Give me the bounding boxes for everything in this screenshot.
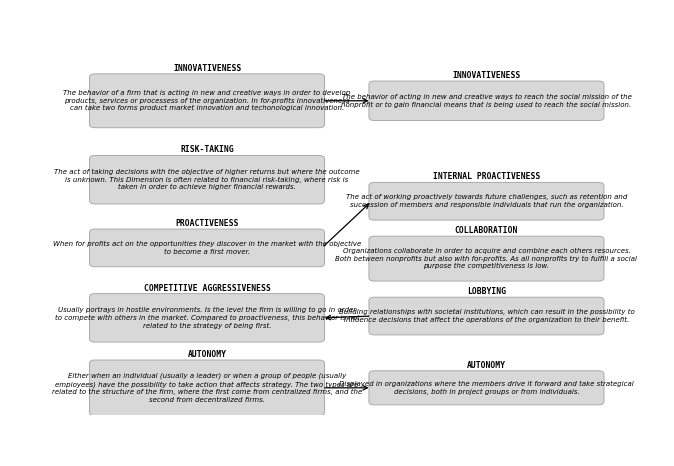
FancyBboxPatch shape	[90, 360, 325, 416]
Text: INNOVATIVENESS: INNOVATIVENESS	[173, 64, 241, 73]
FancyBboxPatch shape	[90, 74, 325, 128]
FancyBboxPatch shape	[90, 229, 325, 267]
FancyBboxPatch shape	[90, 156, 325, 204]
Text: AUTONOMY: AUTONOMY	[187, 350, 226, 359]
Text: Either when an individual (usually a leader) or when a group of people (usually
: Either when an individual (usually a lea…	[52, 373, 362, 403]
FancyBboxPatch shape	[90, 294, 325, 342]
FancyBboxPatch shape	[369, 236, 604, 281]
Text: PROACTIVENESS: PROACTIVENESS	[175, 219, 239, 228]
Text: The act of working proactively towards future challenges, such as retention and
: The act of working proactively towards f…	[346, 194, 627, 208]
Text: INNOVATIVENESS: INNOVATIVENESS	[452, 71, 520, 80]
Text: Building relationships with societal institutions, which can result in the possi: Building relationships with societal ins…	[338, 309, 634, 323]
FancyBboxPatch shape	[369, 182, 604, 220]
Text: COMPETITIVE AGGRESSIVENESS: COMPETITIVE AGGRESSIVENESS	[144, 284, 270, 293]
Text: INTERNAL PROACTIVENESS: INTERNAL PROACTIVENESS	[433, 172, 540, 181]
Text: COLLABORATION: COLLABORATION	[455, 226, 518, 235]
Text: The behavior of a firm that is acting in new and creative ways in order to devel: The behavior of a firm that is acting in…	[63, 90, 350, 111]
Text: The behavior of acting in new and creative ways to reach the social mission of t: The behavior of acting in new and creati…	[341, 94, 632, 108]
FancyBboxPatch shape	[369, 297, 604, 335]
FancyBboxPatch shape	[369, 81, 604, 121]
Text: The act of taking decisions with the objective of higher returns but where the o: The act of taking decisions with the obj…	[54, 169, 360, 191]
Text: Organizations collaborate in order to acquire and combine each others resources.: Organizations collaborate in order to ac…	[336, 248, 638, 269]
Text: RISK-TAKING: RISK-TAKING	[180, 145, 234, 154]
FancyBboxPatch shape	[369, 371, 604, 405]
Text: When for profits act on the opportunities they discover in the market with the o: When for profits act on the opportunitie…	[53, 241, 361, 255]
Text: Usually portrays in hostile environments. Is the level the firm is willing to go: Usually portrays in hostile environments…	[55, 307, 359, 329]
Text: AUTONOMY: AUTONOMY	[467, 361, 506, 370]
Text: Displayed in organizations where the members drive it forward and take strategic: Displayed in organizations where the mem…	[339, 381, 634, 395]
Text: LOBBYING: LOBBYING	[467, 287, 506, 296]
